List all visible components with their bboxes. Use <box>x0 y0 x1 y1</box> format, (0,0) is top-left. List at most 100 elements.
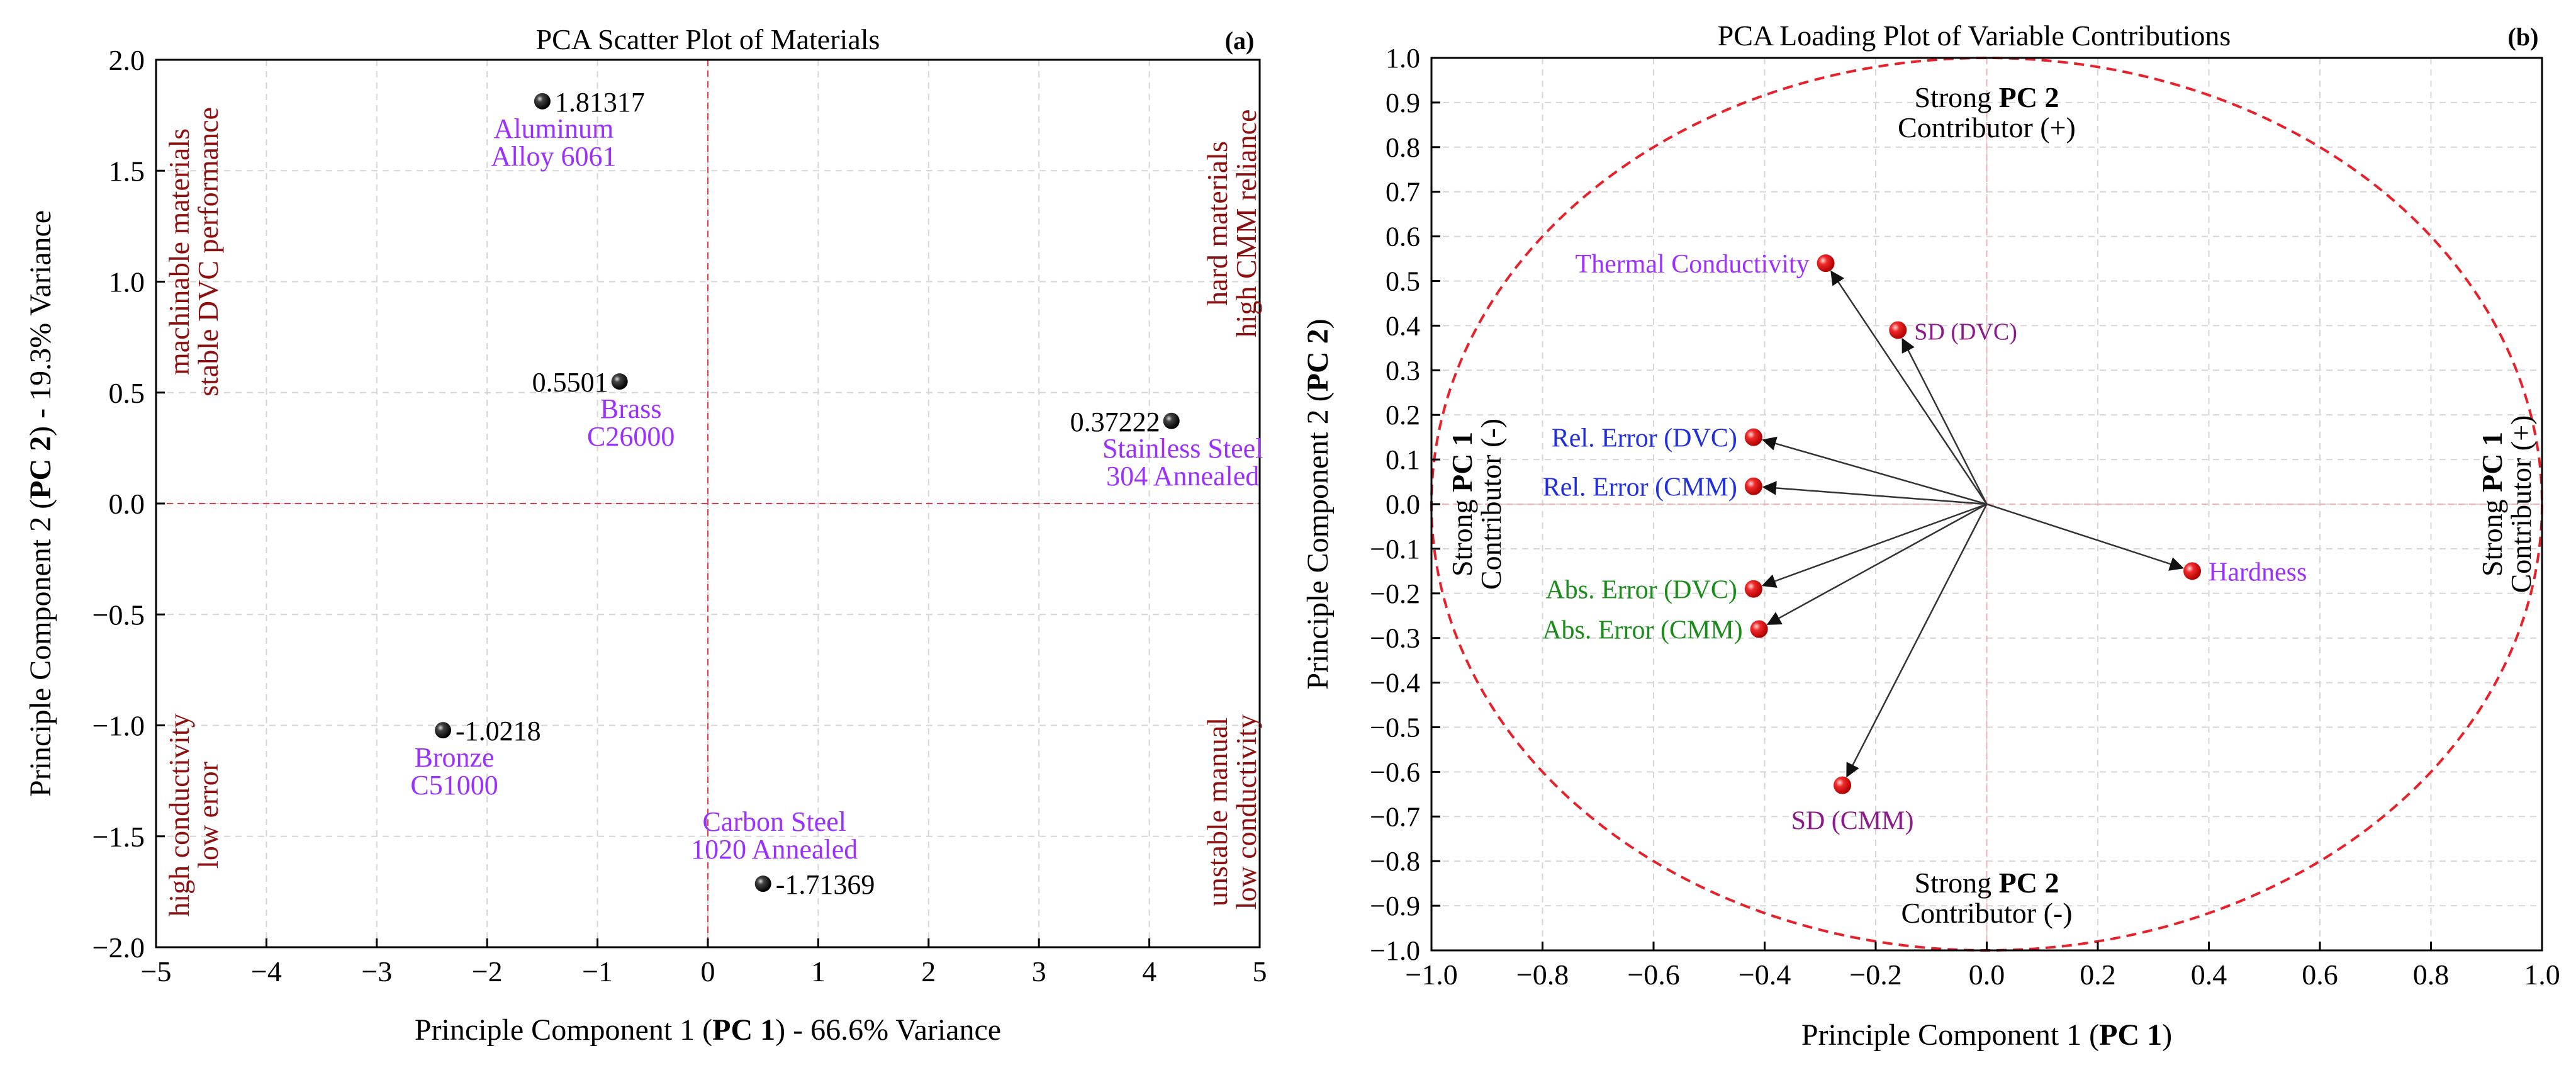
x-tick-label: 4 <box>1142 955 1156 988</box>
y-tick-label: 0.8 <box>1386 132 1420 163</box>
contributor-annotations: Strong PC 2 Contributor (+) Strong PC 2 … <box>1446 81 2537 929</box>
x-axis-label: Principle Component 1 (PC 1) <box>1801 1018 2172 1052</box>
material-name-label: Carbon Steel 1020 Annealed <box>691 806 858 865</box>
loading-point <box>1750 620 1768 638</box>
annotation-bottom-line1: Strong PC 2 <box>1914 867 2059 899</box>
quadrant-note-top-left: machinable materialsstable DVC performan… <box>163 107 224 397</box>
x-tick-label: 0.6 <box>2302 959 2338 991</box>
y-tick-label: 1.0 <box>1386 43 1420 74</box>
y-tick-label: 0.2 <box>1386 400 1420 431</box>
data-point <box>435 722 452 739</box>
variable-label: SD (DVC) <box>1914 318 2017 345</box>
y-tick-label: 0.3 <box>1386 355 1420 386</box>
y-tick-label: 0.5 <box>1386 266 1420 297</box>
variable-label: Abs. Error (DVC) <box>1545 576 1737 605</box>
point-value-label: -1.0218 <box>456 716 541 746</box>
y-tick-label: −0.1 <box>1370 534 1420 565</box>
variable-label: Rel. Error (DVC) <box>1552 424 1737 453</box>
variable-label: Thermal Conductivity <box>1575 250 1809 279</box>
loading-point <box>1834 776 1852 794</box>
x-tick-label: 2 <box>921 955 936 988</box>
chart-title: PCA Loading Plot of Variable Contributio… <box>1718 20 2231 52</box>
y-tick-label: −1.0 <box>1370 935 1420 966</box>
axis-ticks: −1.0 −0.8 −0.6 −0.4 −0.2 0.0 0.2 0.4 0.6 0.8 1.0 1.… <box>1370 43 2560 991</box>
point-value-label: 1.81317 <box>555 87 645 118</box>
x-tick-label: −0.2 <box>1849 959 1901 991</box>
loading-point <box>2183 562 2202 580</box>
loading-arrow <box>1846 504 1988 778</box>
x-tick-label: −3 <box>361 955 392 988</box>
annotation-bottom-line2: Contributor (-) <box>1901 897 2072 929</box>
reference-lines <box>1431 58 2542 950</box>
x-tick-label: −5 <box>141 955 172 988</box>
data-point <box>534 93 551 110</box>
annotation-top-line2: Contributor (+) <box>1898 111 2076 144</box>
loading-vectors: Thermal Conductivity SD (DVC) Rel. Error (… <box>1542 250 2307 836</box>
chart-title: PCA Scatter Plot of Materials <box>536 23 880 55</box>
y-tick-label: 0.6 <box>1386 222 1420 252</box>
data-point <box>1163 412 1180 429</box>
quadrant-note-top-right: hard materialshigh CMM reliance <box>1201 110 1262 338</box>
x-tick-label: 0.2 <box>2080 959 2116 991</box>
y-tick-label: −0.3 <box>1370 623 1420 654</box>
y-tick-label: 2.0 <box>109 44 145 76</box>
loading-arrow <box>1830 270 1988 505</box>
y-tick-label: −0.5 <box>1370 712 1420 743</box>
x-tick-label: −0.6 <box>1627 959 1679 991</box>
y-tick-label: −0.9 <box>1370 891 1420 921</box>
y-tick-label: 0.5 <box>109 377 145 409</box>
annotation-left-line2: Contributor (-) <box>1475 419 1507 590</box>
annotation-top-line1: Strong PC 2 <box>1914 81 2059 113</box>
material-name-label: Aluminum Alloy 6061 <box>491 113 616 172</box>
material-name-label: Bronze C51000 <box>410 742 498 801</box>
point-value-label: 0.37222 <box>1070 407 1160 437</box>
x-tick-label: 1 <box>811 955 826 988</box>
y-tick-label: −2.0 <box>92 931 145 964</box>
loading-panel: −1.0 −0.8 −0.6 −0.4 −0.2 0.0 0.2 0.4 0.6 0.8 1.0 1.… <box>1301 20 2560 1052</box>
loading-point <box>1817 254 1835 273</box>
y-tick-label: −1.0 <box>92 710 145 742</box>
point-value-label: 0.5501 <box>532 367 608 398</box>
y-tick-label: 0.0 <box>109 488 145 520</box>
loading-point <box>1744 477 1762 495</box>
annotation-left-line1: Strong PC 1 <box>1446 432 1478 577</box>
x-tick-label: 5 <box>1253 955 1267 988</box>
x-tick-label: 0.8 <box>2413 959 2450 991</box>
quadrant-note-bottom-left: high conductivitylow error <box>163 713 224 916</box>
quadrant-annotations: machinable materialsstable DVC performan… <box>163 107 1262 917</box>
loading-arrow <box>1761 503 1987 588</box>
y-tick-label: 0.7 <box>1386 177 1420 208</box>
y-tick-label: −0.6 <box>1370 757 1420 787</box>
x-tick-label: −1 <box>582 955 613 988</box>
point-value-label: -1.71369 <box>776 869 875 900</box>
quadrant-note-bottom-right: unstable manuallow conductivity <box>1201 714 1262 909</box>
variable-label: SD (CMM) <box>1791 807 1914 836</box>
x-tick-label: −2 <box>472 955 503 988</box>
annotation-right-line1: Strong PC 1 <box>2476 432 2508 577</box>
loading-arrow <box>1762 481 1987 505</box>
loading-point <box>1744 580 1762 598</box>
loading-point <box>1744 428 1762 446</box>
x-tick-label: 3 <box>1032 955 1046 988</box>
data-point <box>611 373 628 390</box>
y-tick-label: 0.4 <box>1386 310 1420 341</box>
y-tick-label: −0.7 <box>1370 801 1420 832</box>
loading-point <box>1889 321 1907 339</box>
x-tick-label: 1.0 <box>2524 959 2560 991</box>
variable-label: Rel. Error (CMM) <box>1543 473 1737 502</box>
y-axis-label: Principle Component 2 (PC 2) <box>1301 318 1335 689</box>
panel-label: (b) <box>2508 23 2539 51</box>
x-tick-label: 0.0 <box>1969 959 2005 991</box>
loading-arrow <box>1901 337 1988 505</box>
x-tick-label: −0.8 <box>1516 959 1569 991</box>
y-tick-label: 1.0 <box>109 266 145 298</box>
loading-arrow <box>1766 503 1988 625</box>
y-tick-label: −0.8 <box>1370 846 1420 877</box>
loading-arrow <box>1762 436 1987 505</box>
y-tick-label: −0.4 <box>1370 668 1420 699</box>
x-tick-label: −4 <box>251 955 282 988</box>
panel-label: (a) <box>1225 26 1255 55</box>
scatter-panel: −5 −4 −3 −2 −1 0 1 2 3 4 5 2.0 1.5 1.0 0.5 0.0 −0.5 −1.0 −… <box>24 23 1267 1047</box>
